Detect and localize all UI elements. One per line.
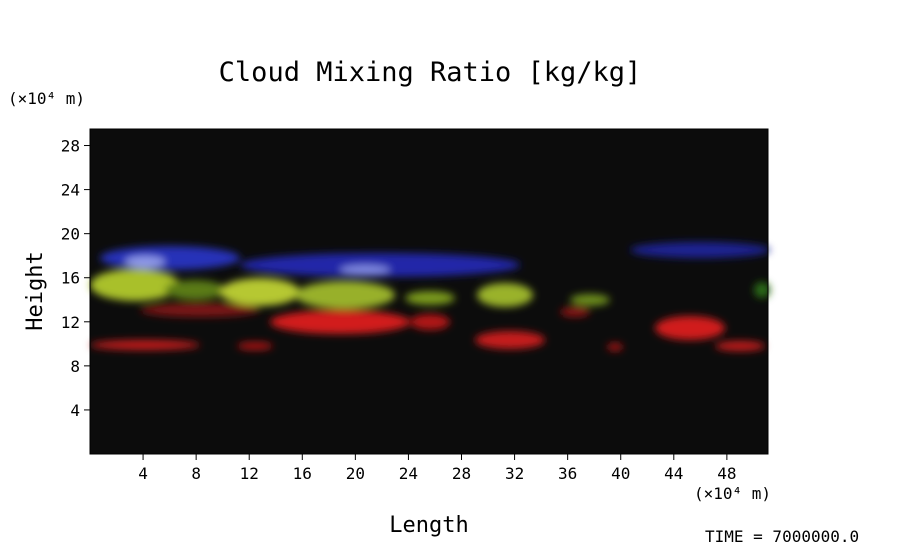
x-tick-label: 12 bbox=[240, 464, 259, 483]
y-unit: (×10⁴ m) bbox=[8, 89, 85, 108]
y-axis-label: Height bbox=[23, 251, 48, 330]
time-annotation: TIME = 7000000.0 bbox=[705, 527, 859, 544]
x-tick-label: 44 bbox=[664, 464, 683, 483]
y-tick-label: 24 bbox=[61, 181, 80, 200]
x-tick-label: 20 bbox=[346, 464, 365, 483]
cloud-rendering bbox=[90, 242, 770, 351]
y-tick-label: 12 bbox=[61, 313, 80, 332]
x-tick-label: 48 bbox=[717, 464, 736, 483]
y-tick-label: 16 bbox=[61, 269, 80, 288]
x-tick-label: 4 bbox=[138, 464, 148, 483]
x-tick-label: 32 bbox=[505, 464, 524, 483]
x-tick-label: 40 bbox=[611, 464, 630, 483]
x-tick-label: 36 bbox=[558, 464, 577, 483]
x-unit: (×10⁴ m) bbox=[694, 484, 771, 503]
plot-frame bbox=[89, 128, 769, 455]
x-tick-label: 16 bbox=[293, 464, 312, 483]
y-tick-label: 4 bbox=[70, 401, 80, 420]
chart-title: Cloud Mixing Ratio [kg/kg] bbox=[219, 57, 642, 88]
y-tick-label: 28 bbox=[61, 137, 80, 156]
x-tick-label: 28 bbox=[452, 464, 471, 483]
x-tick-label: 24 bbox=[399, 464, 418, 483]
x-tick-label: 8 bbox=[191, 464, 201, 483]
y-tick-label: 8 bbox=[70, 357, 80, 376]
x-axis-label: Length bbox=[389, 513, 468, 538]
y-tick-label: 20 bbox=[61, 225, 80, 244]
